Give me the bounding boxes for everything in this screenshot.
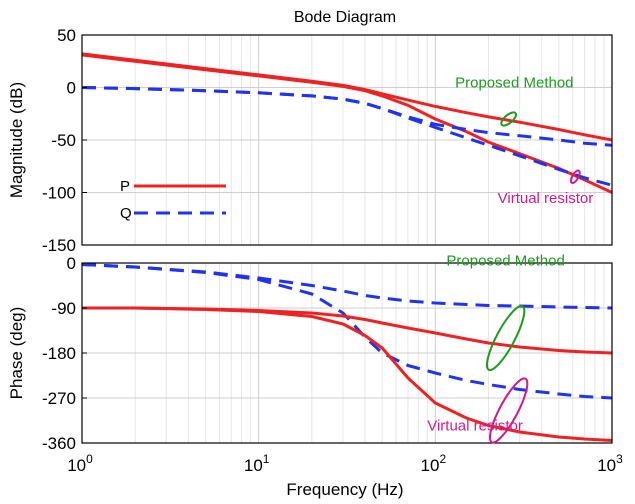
x-tick-label: 102 <box>421 452 447 475</box>
chart-title: Bode Diagram <box>294 9 396 26</box>
y-tick-label: 0 <box>67 79 76 98</box>
panel-2: 0 -90 -180 -270 -360 Phase (deg) Proposed Meth… <box>7 253 613 453</box>
proposed-method-loop <box>500 111 518 127</box>
annotation-label: Proposed Method <box>455 75 573 92</box>
x-axis-label: Frequency (Hz) <box>286 480 403 499</box>
legend: PQ <box>120 178 226 222</box>
legend-label-q: Q <box>120 205 132 222</box>
series-q-line <box>81 263 613 400</box>
virtual-resistor-loop <box>569 169 581 184</box>
y-tick-label: -150 <box>42 236 76 255</box>
legend-label-p: P <box>120 178 130 195</box>
virtual-resistor-loop <box>488 377 529 444</box>
y-tick-label: -90 <box>51 299 76 318</box>
y-tick-label: -270 <box>42 389 76 408</box>
y-tick-label: -360 <box>42 434 76 453</box>
x-tick-label: 101 <box>244 452 270 475</box>
proposed-method-loop <box>485 304 526 372</box>
series-q-line <box>81 263 613 310</box>
y-tick-label: 0 <box>67 254 76 273</box>
y-tick-label: 50 <box>57 26 76 45</box>
series-q-line <box>81 86 613 187</box>
series-p-line <box>82 306 613 442</box>
annotation-label: Virtual resistor <box>427 418 523 435</box>
x-tick-label: 103 <box>597 452 623 475</box>
y-axis-label: Phase (deg) <box>7 307 26 400</box>
annotation-label: Virtual resistor <box>498 190 594 207</box>
panel-1: 50 0 -50 -100 -150 Magnitude (dB) Proposed Met… <box>7 26 613 255</box>
y-tick-label: -50 <box>51 131 76 150</box>
annotation-label: Proposed Method <box>446 253 564 270</box>
x-tick-label: 100 <box>67 452 93 475</box>
y-axis-label: Magnitude (dB) <box>7 82 26 198</box>
y-tick-label: -180 <box>42 344 76 363</box>
y-tick-label: -100 <box>42 184 76 203</box>
